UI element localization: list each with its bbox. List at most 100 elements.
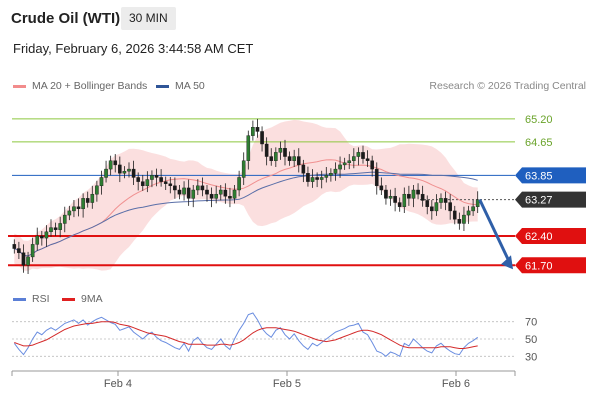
candle [49, 219, 53, 237]
candle-body [384, 189, 388, 199]
candle-body [315, 177, 319, 180]
rsi-tick-label: 50 [525, 334, 537, 346]
candle-body [72, 206, 76, 212]
level-tag-63.85: 63.85 [515, 167, 586, 184]
candle-body [182, 187, 186, 195]
candle [393, 187, 397, 212]
research-credit: Research © 2026 Trading Central [429, 80, 586, 92]
candle [223, 183, 228, 204]
candle [168, 177, 173, 194]
legend-9ma: 9MA [62, 293, 103, 305]
candle-body [81, 198, 85, 210]
candle-body [475, 199, 480, 207]
candle-body [352, 156, 356, 161]
candle-body [420, 193, 425, 201]
candle-body [402, 193, 407, 207]
candle-body [232, 189, 237, 199]
level-label-62.40: 62.40 [525, 231, 553, 243]
candle-body [145, 179, 150, 187]
level-label-63.85: 63.85 [525, 170, 553, 182]
level-tag-63.27: 63.27 [515, 191, 586, 208]
candle-body [434, 202, 439, 212]
legend-rsi: RSI [13, 293, 50, 305]
timeframe-button[interactable]: 30 MIN [121, 7, 176, 30]
candle [342, 157, 347, 170]
candle [287, 151, 292, 166]
candle [352, 148, 356, 169]
candle [246, 130, 251, 170]
candle [255, 118, 260, 138]
candle [53, 222, 58, 236]
candle-body [379, 185, 384, 191]
rsi-tick-label: 70 [525, 317, 537, 329]
candle-body [430, 206, 434, 212]
candle [347, 154, 352, 170]
candle-body [338, 164, 342, 170]
candle-body [17, 248, 21, 253]
candle-body [260, 131, 264, 145]
rsi-line [13, 312, 478, 358]
candle [44, 225, 49, 247]
datetime-label: Friday, February 6, 2026 3:44:58 AM CET [13, 41, 254, 56]
candle [99, 170, 104, 195]
candle-body [416, 189, 420, 195]
9ma-swatch [62, 297, 75, 301]
candle-body [30, 244, 35, 258]
candle [475, 191, 480, 213]
candle-body [62, 214, 67, 224]
candle [72, 200, 76, 218]
candle-body [163, 181, 168, 184]
ma50-line [14, 171, 478, 257]
candle [145, 171, 150, 193]
candle [374, 162, 379, 195]
candle-body [136, 177, 140, 182]
candle [379, 177, 384, 196]
candle-body [292, 156, 296, 161]
candle [324, 167, 329, 183]
candle-body [67, 210, 72, 216]
candle [35, 227, 40, 251]
candle-body [44, 231, 49, 239]
rsi-tick-label: 30 [525, 351, 537, 363]
candle-body [425, 200, 430, 207]
candle-body [471, 206, 475, 212]
chart-header: Crude Oil (WTI) 30 MIN [0, 0, 590, 34]
candle [154, 168, 159, 187]
candle [30, 237, 35, 262]
candle [214, 185, 218, 204]
candle-body [452, 210, 457, 220]
candle-body [237, 177, 241, 191]
candle [388, 189, 393, 206]
candle [384, 184, 388, 205]
candle [196, 179, 200, 196]
candle-body [140, 181, 145, 187]
candle [439, 193, 443, 209]
candle [457, 212, 462, 230]
candle-body [99, 177, 104, 187]
candle [163, 176, 168, 190]
candle-body [118, 164, 122, 174]
candle [12, 239, 17, 254]
level-label-63.27: 63.27 [525, 195, 553, 207]
rsi-legend-label: RSI [32, 293, 50, 305]
candle [416, 183, 420, 200]
candle [310, 169, 315, 188]
level-label-64.65: 64.65 [525, 137, 553, 149]
candle [122, 166, 127, 179]
candle [296, 148, 301, 173]
candle-body [122, 170, 127, 174]
candle-body [173, 185, 177, 191]
candle-body [214, 193, 218, 199]
candle [200, 177, 205, 197]
candle-body [439, 198, 443, 203]
rsi-swatch [13, 297, 26, 301]
candle [356, 147, 361, 166]
candle [411, 184, 416, 208]
candle-body [241, 160, 246, 178]
candle [466, 205, 471, 224]
candle-body [246, 135, 251, 161]
candle [104, 160, 108, 183]
candle-body [113, 160, 118, 166]
candle [108, 155, 113, 176]
